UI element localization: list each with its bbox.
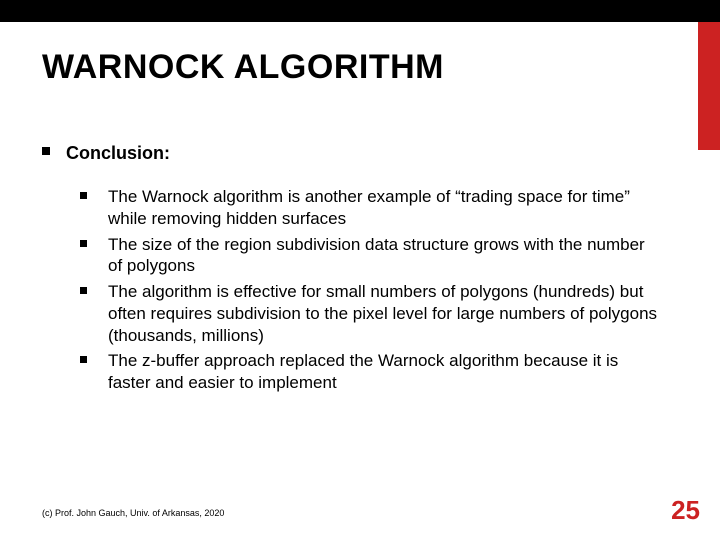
list-item: The Warnock algorithm is another example… [80, 186, 660, 230]
page-number: 25 [671, 495, 700, 526]
footer-copyright: (c) Prof. John Gauch, Univ. of Arkansas,… [42, 508, 224, 518]
square-bullet-icon [80, 356, 87, 363]
list-item-text: The size of the region subdivision data … [108, 235, 645, 276]
list-item-text: The algorithm is effective for small num… [108, 282, 657, 345]
list-item: The z-buffer approach replaced the Warno… [80, 350, 660, 394]
square-bullet-icon [80, 192, 87, 199]
main-bullet-text: Conclusion: [66, 143, 660, 164]
sub-bullet-list: The Warnock algorithm is another example… [80, 186, 660, 398]
square-bullet-icon [80, 287, 87, 294]
list-item-text: The z-buffer approach replaced the Warno… [108, 351, 618, 392]
list-item: The size of the region subdivision data … [80, 234, 660, 278]
square-bullet-icon [80, 240, 87, 247]
side-red-accent-bar [698, 22, 720, 150]
square-bullet-icon [42, 147, 50, 155]
slide-title: WARNOCK ALGORITHM [42, 48, 444, 87]
top-black-bar [0, 0, 720, 22]
main-bullet: Conclusion: [42, 143, 660, 164]
list-item: The algorithm is effective for small num… [80, 281, 660, 346]
list-item-text: The Warnock algorithm is another example… [108, 187, 630, 228]
